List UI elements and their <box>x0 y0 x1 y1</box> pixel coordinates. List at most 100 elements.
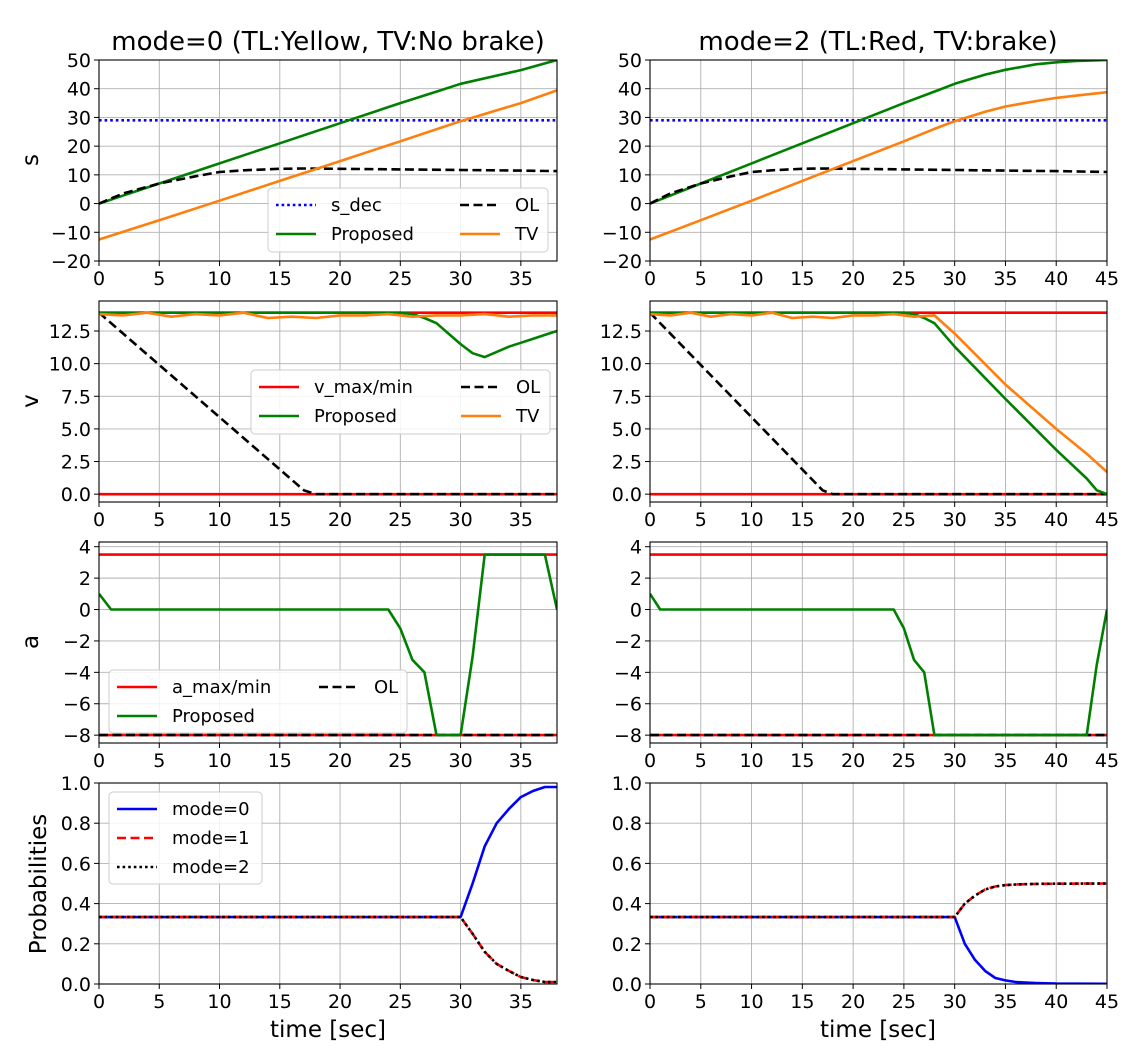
x-tick-label: 20 <box>841 750 865 772</box>
x-tick-label: 35 <box>993 268 1017 290</box>
y-tick-label: 30 <box>67 107 91 129</box>
y-tick-label: 12.5 <box>49 321 91 343</box>
x-tick-label: 45 <box>1095 991 1119 1013</box>
series-ol <box>650 167 1107 205</box>
series-group <box>650 311 1107 496</box>
series-proposed <box>650 593 1107 737</box>
series-proposed <box>99 60 557 205</box>
x-tick-label: 15 <box>268 991 292 1013</box>
x-tick-label: 30 <box>448 509 472 531</box>
x-tick-label: 15 <box>790 750 814 772</box>
x-tick-label: 25 <box>892 991 916 1013</box>
legend-label: OL <box>515 195 539 216</box>
x-tick-label: 35 <box>993 509 1017 531</box>
x-tick-label: 5 <box>153 991 165 1013</box>
y-tick-label: −6 <box>63 694 91 716</box>
y-tick-label: 0.0 <box>612 484 642 506</box>
series-group <box>99 311 557 496</box>
y-tick-label: −20 <box>51 251 91 273</box>
x-tick-label: 35 <box>993 750 1017 772</box>
y-tick-label: −8 <box>63 725 91 747</box>
x-tick-label: 0 <box>644 750 656 772</box>
x-tick-label: 15 <box>268 509 292 531</box>
x-tick-label: 25 <box>892 750 916 772</box>
y-tick-label: 40 <box>618 79 642 101</box>
y-tick-label: 0.6 <box>61 853 91 875</box>
x-tick-label: 5 <box>153 509 165 531</box>
legend-v: v_max/min Proposed OL TV <box>250 369 551 435</box>
y-tick-label: 0 <box>79 600 91 622</box>
series-mode-2 <box>99 915 557 984</box>
y-tick-label: 4 <box>630 537 642 559</box>
series-tv <box>650 90 1107 241</box>
series-mode-2 <box>650 882 1107 919</box>
y-tick-label: 5.0 <box>612 419 642 441</box>
y-tick-label: 2.5 <box>61 452 91 474</box>
series-tv <box>650 311 1107 473</box>
x-tick-label: 5 <box>695 509 707 531</box>
y-tick-label: 2 <box>630 568 642 590</box>
series-group <box>650 60 1107 241</box>
y-tick-label: −10 <box>51 222 91 244</box>
xlabel-time-mode0: time [sec] <box>270 1017 386 1043</box>
y-tick-label: 10 <box>618 165 642 187</box>
y-tick-label: 0.8 <box>612 813 642 835</box>
axes-frame <box>98 541 558 744</box>
x-tick-label: 10 <box>739 991 763 1013</box>
x-tick-label: 20 <box>328 268 352 290</box>
x-tick-label: 45 <box>1095 750 1119 772</box>
y-tick-label: −20 <box>602 251 642 273</box>
x-tick-label: 25 <box>388 268 412 290</box>
y-tick-label: 2.5 <box>612 452 642 474</box>
series-tv <box>99 311 557 320</box>
x-tick-label: 30 <box>448 268 472 290</box>
y-tick-label: −4 <box>63 662 91 684</box>
legend-label: mode=1 <box>172 828 250 849</box>
y-tick-label: 50 <box>67 50 91 72</box>
legend-s: s_dec Proposed OL TV <box>267 187 549 253</box>
y-tick-label: 30 <box>618 107 642 129</box>
x-tick-label: 30 <box>943 991 967 1013</box>
axes-frame <box>649 300 1108 503</box>
series-group <box>99 785 557 984</box>
y-tick-label: 12.5 <box>600 321 642 343</box>
x-tick-label: 15 <box>790 268 814 290</box>
legend-label: a_max/min <box>172 677 271 698</box>
series-ol <box>99 167 557 205</box>
x-tick-label: 20 <box>328 991 352 1013</box>
y-tick-label: 0.2 <box>612 934 642 956</box>
legend-a: a_max/min Proposed OL <box>108 669 408 734</box>
x-tick-label: 10 <box>739 750 763 772</box>
series-proposed <box>99 553 557 737</box>
series-proposed <box>650 60 1107 205</box>
x-tick-label: 0 <box>93 509 105 531</box>
x-tick-label: 10 <box>207 509 231 531</box>
x-tick-label: 5 <box>695 268 707 290</box>
panel-prob-mode2: 0 5 10 15 20 25 30 35 40 45 0.0 0.2 0.4 0.6 0.8 1.0 <box>612 773 1119 1013</box>
x-tick-label: 10 <box>207 991 231 1013</box>
y-tick-label: 20 <box>618 136 642 158</box>
legend-label: s_dec <box>331 195 382 216</box>
axes-frame <box>649 541 1108 744</box>
x-tick-label: 0 <box>93 750 105 772</box>
y-tick-label: −10 <box>602 222 642 244</box>
x-tick-label: 45 <box>1095 509 1119 531</box>
y-tick-label: 5.0 <box>61 419 91 441</box>
legend-label: Proposed <box>314 406 397 427</box>
y-tick-label: 0 <box>630 600 642 622</box>
y-tick-label: 10.0 <box>49 354 91 376</box>
panel-a-mode0: 0 5 10 15 20 25 30 35 −8 −6 −4 −2 0 2 4 <box>63 537 558 772</box>
legend-label: Proposed <box>172 706 255 727</box>
axes-frame <box>649 59 1108 262</box>
x-tick-label: 30 <box>943 750 967 772</box>
y-tick-label: 2 <box>79 568 91 590</box>
x-tick-label: 20 <box>841 509 865 531</box>
x-tick-label: 10 <box>207 750 231 772</box>
axes-frame <box>98 782 558 985</box>
x-tick-label: 25 <box>388 991 412 1013</box>
x-tick-label: 5 <box>153 750 165 772</box>
series-proposed <box>650 311 1107 496</box>
y-tick-label: 0.0 <box>61 974 91 996</box>
x-tick-label: 20 <box>328 509 352 531</box>
x-tick-label: 25 <box>388 750 412 772</box>
